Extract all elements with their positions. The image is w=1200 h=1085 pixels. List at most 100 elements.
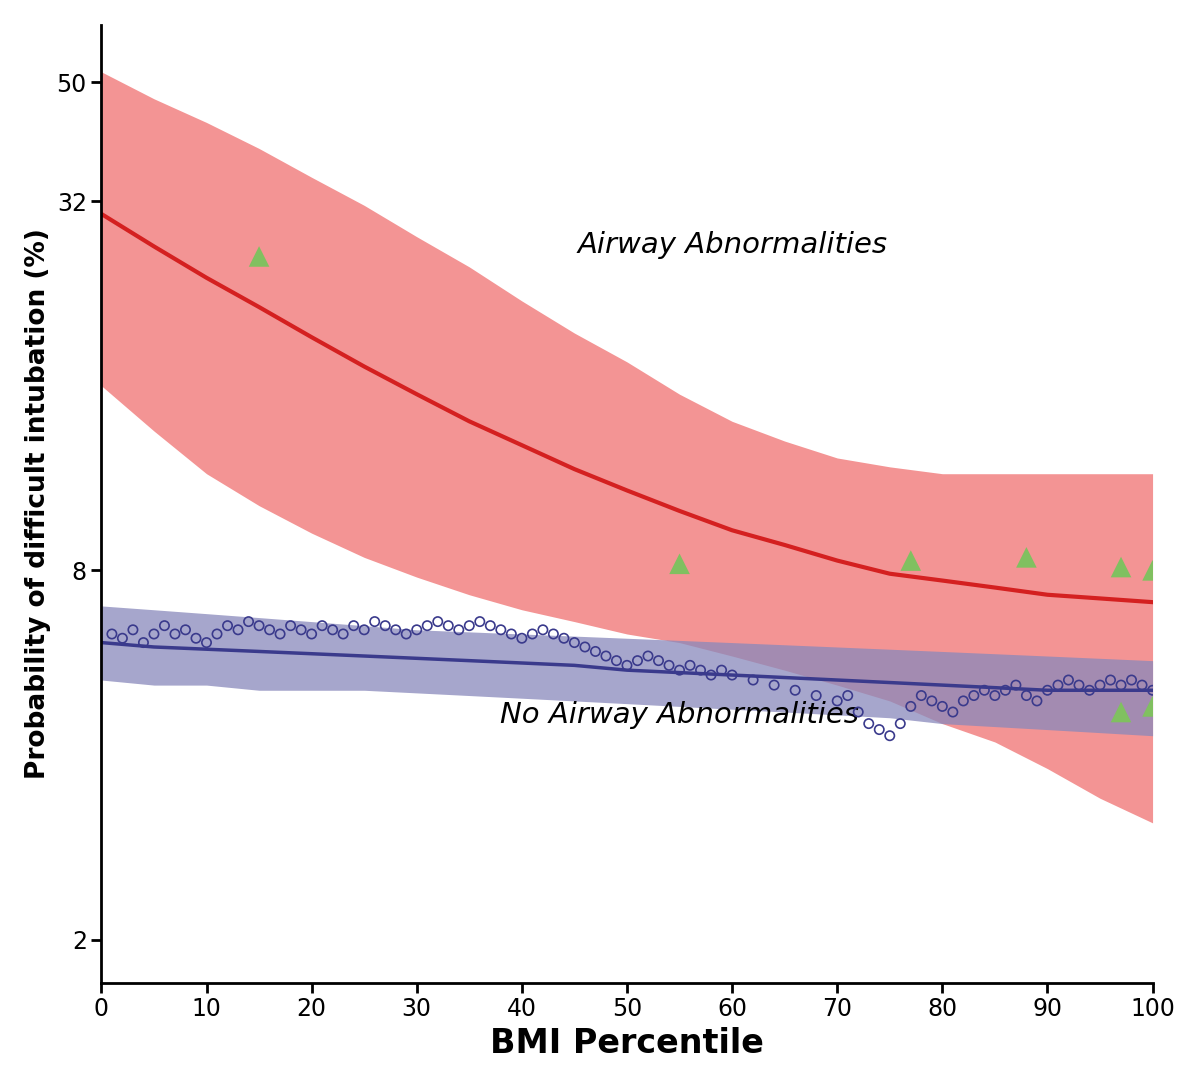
Point	[428, 613, 448, 630]
Point	[954, 692, 973, 710]
Point	[764, 676, 784, 693]
Point	[376, 617, 395, 635]
Point	[1080, 681, 1099, 699]
Point	[786, 681, 805, 699]
Point	[670, 556, 689, 573]
Point	[481, 617, 500, 635]
Point	[702, 666, 721, 684]
Point	[670, 662, 689, 679]
Point	[134, 634, 154, 651]
Point	[628, 652, 647, 669]
Point	[880, 727, 899, 744]
Point	[1049, 676, 1068, 693]
Point	[1016, 549, 1036, 566]
Point	[124, 621, 143, 638]
Point	[744, 672, 763, 689]
Point	[491, 621, 510, 638]
Point	[848, 703, 868, 720]
Point	[102, 625, 121, 642]
Point	[586, 642, 605, 660]
Text: Airway Abnormalities: Airway Abnormalities	[577, 231, 887, 259]
Point	[1142, 681, 1162, 699]
Point	[965, 687, 984, 704]
Point	[828, 692, 847, 710]
Point	[912, 687, 931, 704]
Point	[1007, 676, 1026, 693]
Point	[228, 621, 247, 638]
Point	[638, 648, 658, 665]
Point	[302, 625, 322, 642]
Point	[722, 666, 742, 684]
Point	[932, 698, 952, 715]
Point	[449, 621, 468, 638]
Point	[901, 698, 920, 715]
Point	[691, 662, 710, 679]
Text: No Airway Abnormalities: No Airway Abnormalities	[500, 701, 859, 729]
Point	[617, 656, 636, 674]
Point	[344, 617, 364, 635]
Point	[250, 247, 269, 265]
Point	[239, 613, 258, 630]
Point	[1091, 676, 1110, 693]
Point	[365, 613, 384, 630]
Point	[1069, 676, 1088, 693]
Point	[260, 621, 280, 638]
Point	[460, 617, 479, 635]
Point	[1038, 681, 1057, 699]
Point	[1111, 676, 1130, 693]
Point	[596, 648, 616, 665]
Point	[533, 621, 552, 638]
Point	[250, 617, 269, 635]
Point	[923, 692, 942, 710]
Point	[166, 625, 185, 642]
Point	[354, 621, 373, 638]
Point	[197, 634, 216, 651]
Point	[176, 621, 196, 638]
Point	[270, 625, 289, 642]
Point	[407, 621, 426, 638]
Point	[281, 617, 300, 635]
Point	[859, 715, 878, 732]
Point	[208, 625, 227, 642]
Point	[523, 625, 542, 642]
Point	[554, 629, 574, 647]
Point	[1111, 559, 1130, 576]
Point	[113, 629, 132, 647]
Point	[386, 621, 406, 638]
Point	[1058, 672, 1078, 689]
Point	[470, 613, 490, 630]
Point	[1100, 672, 1120, 689]
Point	[1111, 703, 1130, 720]
Point	[712, 662, 731, 679]
Point	[565, 634, 584, 651]
Point	[985, 687, 1004, 704]
Point	[901, 552, 920, 570]
Point	[1133, 676, 1152, 693]
Point	[974, 681, 994, 699]
Point	[607, 652, 626, 669]
Point	[996, 681, 1015, 699]
Point	[680, 656, 700, 674]
Point	[660, 656, 679, 674]
Point	[218, 617, 238, 635]
Point	[806, 687, 826, 704]
Point	[890, 715, 910, 732]
Point	[943, 703, 962, 720]
Point	[397, 625, 416, 642]
Point	[1027, 692, 1046, 710]
Point	[838, 687, 857, 704]
Point	[649, 652, 668, 669]
X-axis label: BMI Percentile: BMI Percentile	[490, 1027, 764, 1060]
Point	[870, 720, 889, 738]
Point	[1142, 562, 1162, 579]
Point	[512, 629, 532, 647]
Point	[1122, 672, 1141, 689]
Point	[544, 625, 563, 642]
Point	[439, 617, 458, 635]
Point	[334, 625, 353, 642]
Point	[144, 625, 163, 642]
Point	[155, 617, 174, 635]
Point	[1016, 687, 1036, 704]
Point	[292, 621, 311, 638]
Point	[186, 629, 205, 647]
